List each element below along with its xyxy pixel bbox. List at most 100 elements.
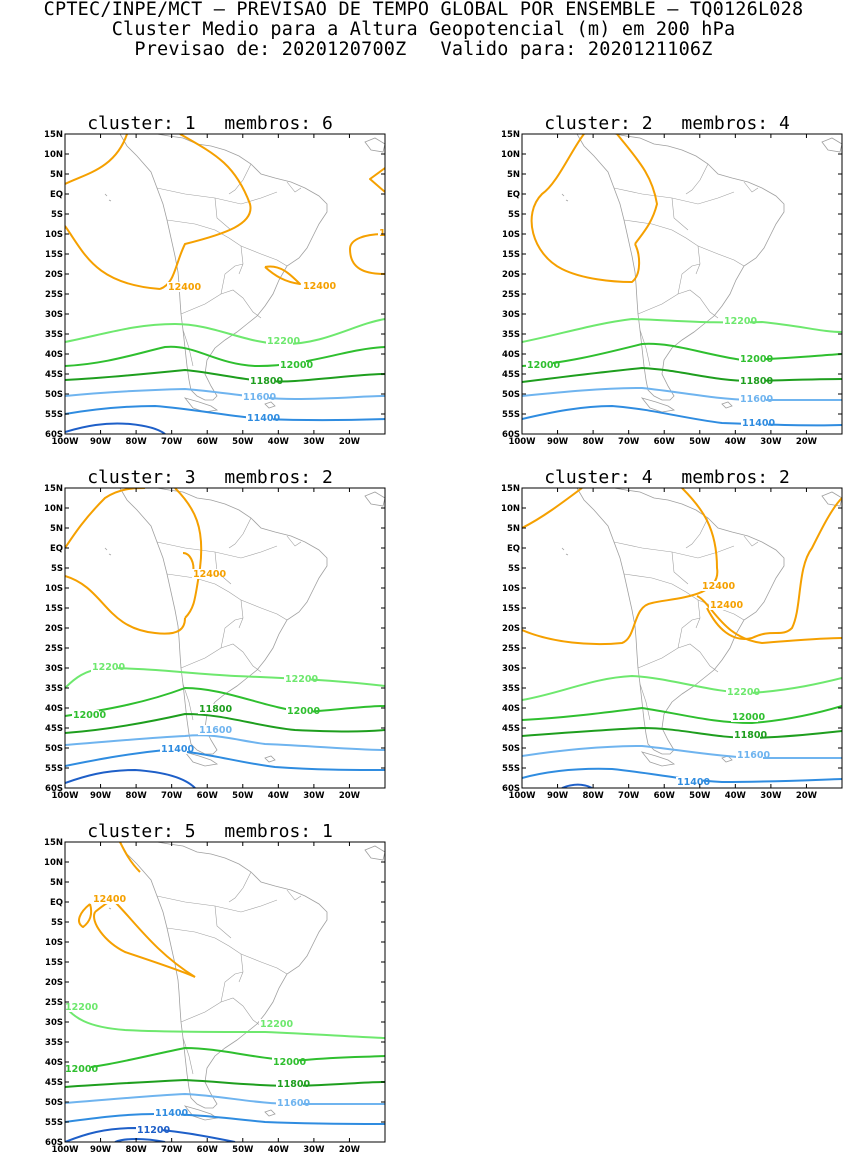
lon-tick-label: 20W [796,791,818,801]
map-frame-group: 12400 12200 12200 12000 12000 11800 11600 11400… [44,838,386,1155]
lat-tick-label: 15S [45,958,63,968]
lon-tick-label: 70W [161,791,183,801]
map-panel-1: cluster: 1 membros: 6 12400 12400 12400 122… [44,113,386,453]
lon-tick-label: 30W [303,437,325,447]
contour-12200 [65,1006,385,1039]
lat-tick-label: 10N [501,150,520,160]
lon-tick-label: 20W [339,1145,361,1155]
lon-tick-label: 70W [618,437,640,447]
contour-label: 12400 [303,281,336,292]
coastline [821,137,842,153]
contour-12400 [349,233,385,275]
country-border [182,329,194,367]
contour-12400 [65,575,186,635]
lat-tick-label: 60S [45,1138,63,1148]
lat-tick-label: 10S [45,230,63,240]
members-count: 2 [321,467,333,488]
lon-tick-label: 30W [303,791,325,801]
lat-tick-label: 10S [45,938,63,948]
contour-label: 12000 [740,354,773,365]
contour-label-bg [198,704,225,714]
contour-label-bg [279,360,306,370]
map-border [521,487,843,789]
lon-tick-label: 100W [51,791,79,801]
cluster-number: 3 [184,467,196,488]
lon-tick-label: 70W [161,1145,183,1155]
contour-12400 [65,134,128,185]
coastline [576,488,785,755]
panel-title: cluster: 4 membros: 2 [502,467,832,488]
contour-label: 12400 [168,282,201,293]
contour-label: 11400 [155,1108,188,1119]
lat-tick-label: 30S [45,1018,63,1028]
lat-tick-label: 25S [502,290,520,300]
contour-label: 11800 [734,730,767,741]
cluster-number: 1 [184,113,196,134]
contour-label: 12400 [710,600,743,611]
coastline [364,491,385,507]
panel-title: cluster: 2 membros: 4 [502,113,832,134]
coastline [576,134,785,401]
lon-tick-label: 100W [51,437,79,447]
cluster-label: cluster: [87,821,174,842]
contour-label-bg [731,712,758,722]
lat-tick-label: 55S [45,410,63,420]
members-label: membros: [224,467,312,488]
contour-12000 [65,687,385,717]
lat-tick-label: EQ [507,544,520,554]
contour-12400 [530,134,641,283]
contour-label-bg [709,600,736,610]
contour-11600 [65,1093,385,1105]
country-border [639,329,651,367]
cluster-label: cluster: [87,113,174,134]
contour-11400 [65,749,385,771]
contour-11800 [65,369,385,383]
lat-tick-label: 5N [507,170,520,180]
lat-tick-label: 15S [502,250,520,260]
contour-label: 12200 [260,1019,293,1030]
contour-11400 [65,405,385,422]
country-border [637,289,719,319]
country-border [637,643,719,673]
contour-label-bg [266,336,293,346]
contour-12400 [94,900,196,978]
country-border [613,187,735,205]
contour-label-bg [154,1108,181,1118]
lat-tick-label: 15N [501,130,520,140]
country-border [677,617,701,649]
panel-map-5: 12400 12200 12200 12000 12000 11800 11600 11400… [44,838,386,1155]
lon-tick-label: 70W [161,437,183,447]
panel-title: cluster: 1 membros: 6 [45,113,375,134]
contour-label-bg [723,316,750,326]
contour-label-bg [192,569,219,579]
lat-tick-label: 40S [45,350,63,360]
lon-tick-label: 90W [547,437,569,447]
contour-label: 12000 [273,1057,306,1068]
contour-label: 12400 [193,569,226,580]
contour-12200 [522,318,842,343]
lon-tick-label: 20W [796,437,818,447]
map-frame-group: 12200 12000 12000 11800 11600 11400 15N 10N 5N EQ… [501,130,843,447]
contour-label-bg [733,730,760,740]
coastline [104,547,112,556]
map-border [64,841,386,1143]
lat-tick-label: 55S [45,764,63,774]
coastline [264,1109,276,1117]
lat-tick-label: 40S [502,704,520,714]
header-line-1: CPTEC/INPE/MCT – PREVISAO DE TEMPO GLOBA… [43,0,804,20]
members-count: 6 [321,113,333,134]
lat-tick-label: 10S [502,230,520,240]
contour-11400 [522,405,842,427]
lat-tick-label: 45S [45,370,63,380]
lat-tick-label: 15S [45,250,63,260]
contour-label-bg [284,674,311,684]
panel-map-4: 12400 12400 12200 12000 11800 11600 11400 15N 10… [501,484,843,801]
contour-11800 [65,1079,385,1088]
coastline [561,547,569,556]
lat-tick-label: EQ [50,898,63,908]
lat-tick-label: 20S [45,270,63,280]
country-border [671,197,689,231]
coastline [561,193,569,202]
country-border [228,517,252,549]
lon-tick-label: 50W [232,437,254,447]
